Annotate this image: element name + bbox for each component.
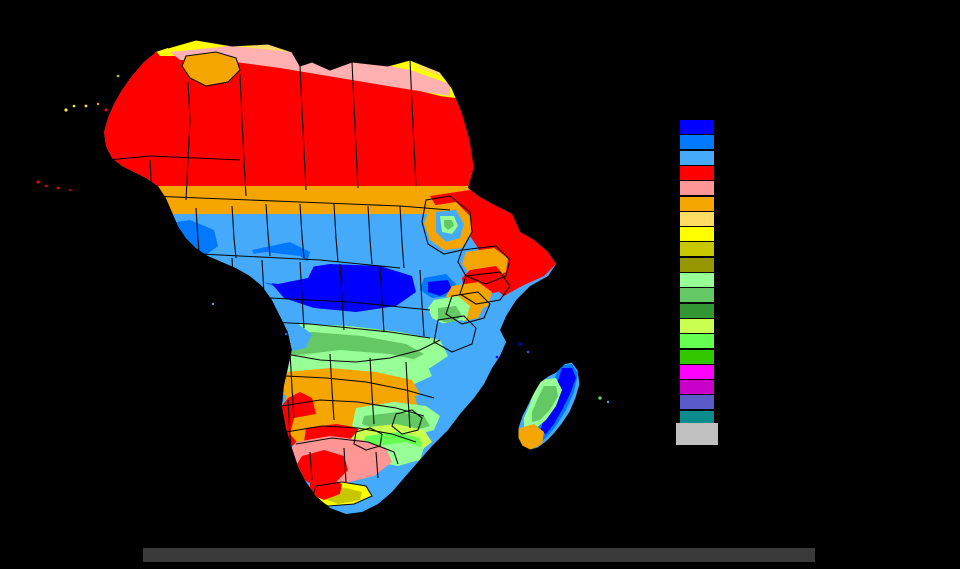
legend-swatch-bsh — [680, 196, 714, 211]
legend-label-dsa: Dsa — [718, 367, 733, 377]
legend-swatch-dsa — [680, 364, 714, 379]
legend-swatch-cwc — [680, 303, 714, 318]
legend-swatch-cwb — [680, 288, 714, 303]
legend-swatch-cfb — [680, 334, 714, 349]
legend-swatch-cfa — [680, 318, 714, 333]
legend-label-am: Am — [718, 138, 730, 148]
legend-label-csb: Csb — [718, 245, 733, 255]
legend-label-cfa: Cfa — [718, 321, 731, 331]
legend-label-bwk: BWk — [718, 184, 735, 194]
legend-swatch-aw — [680, 150, 714, 165]
legend-label-dwa: Dwa — [718, 398, 735, 408]
legend-label-aw: Aw — [718, 153, 729, 163]
legend-swatch-bsk — [680, 211, 714, 226]
legend-footer-block — [676, 423, 718, 445]
legend-label-ef: EF — [718, 413, 729, 423]
legend-swatch-cwa — [680, 273, 714, 288]
climate-class-legend: Af Am Aw BWh BWk BSh BSk Csa Csb Csc Cwa Cwb Cwc Cfa C… — [680, 120, 735, 426]
legend-label-csa: Csa — [718, 230, 733, 240]
figure-caption-strip — [143, 548, 815, 562]
legend-swatch-dsb — [680, 380, 714, 395]
legend-label-bwh: BWh — [718, 168, 736, 178]
legend-swatch-csc — [680, 257, 714, 272]
legend-label-dsb: Dsb — [718, 383, 733, 393]
legend-label-cfc: Cfc — [718, 352, 730, 362]
map-canvas — [36, 39, 610, 514]
legend-label-cfb: Cfb — [718, 337, 731, 347]
legend-swatch-csa — [680, 227, 714, 242]
country-borders — [103, 39, 581, 507]
legend-swatch-dwa — [680, 395, 714, 410]
legend-label-cwb: Cwb — [718, 291, 735, 301]
legend-swatch-am — [680, 135, 714, 150]
island-specks — [36, 74, 610, 404]
legend-swatch-cfc — [680, 349, 714, 364]
legend-swatch-af — [680, 120, 714, 135]
legend-swatch-csb — [680, 242, 714, 257]
africa-map-svg — [36, 39, 610, 514]
legend-swatch-bwk — [680, 181, 714, 196]
legend-label-cwa: Cwa — [718, 276, 735, 285]
legend-label-cwc: Cwc — [718, 306, 734, 316]
legend-label-af: Af — [718, 123, 726, 132]
legend-swatch-ef — [680, 410, 714, 425]
legend-swatch-bwh — [680, 165, 714, 180]
legend-label-bsk: BSk — [718, 214, 733, 224]
legend-label-csc: Csc — [718, 260, 732, 270]
legend-label-bsh: BSh — [718, 199, 734, 209]
